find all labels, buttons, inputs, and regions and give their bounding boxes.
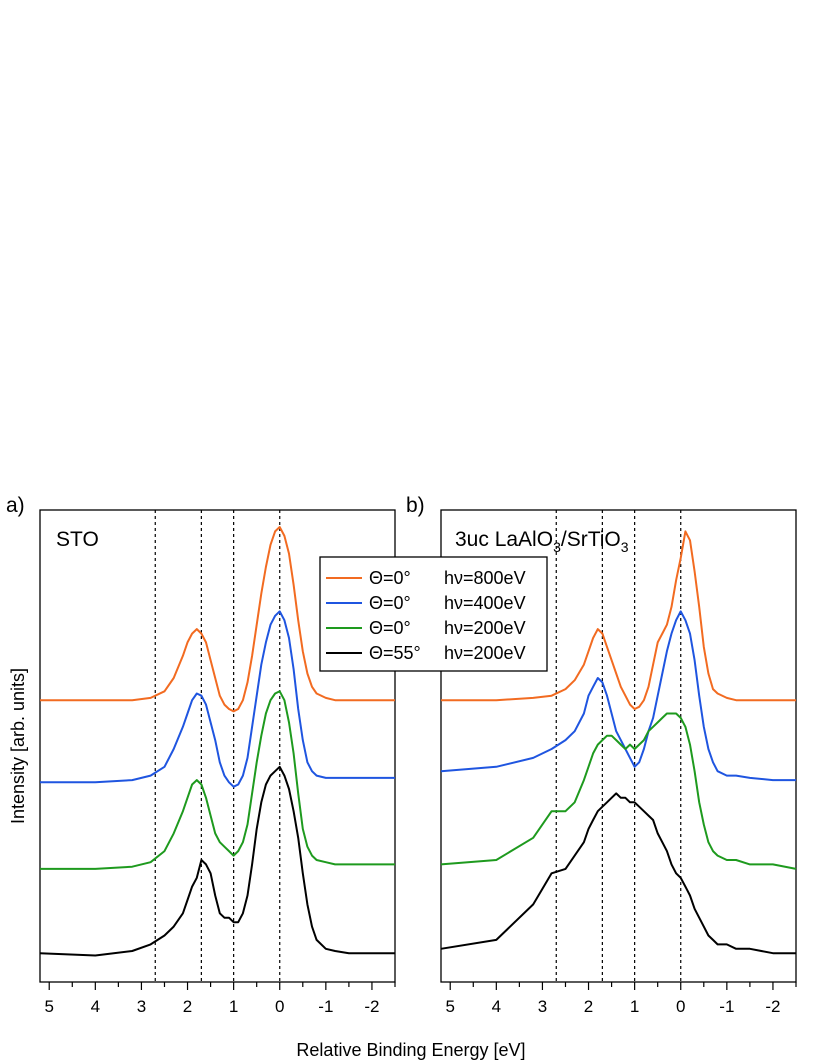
x-tick-label: 2	[183, 997, 192, 1016]
panel-b-reference-lines	[555, 510, 682, 982]
panel-b: 5 4 3 2 1 0 -1 -2 b) 3uc LaAlO3/SrTiO3	[406, 494, 797, 1016]
panel-b-letter: b)	[406, 494, 425, 517]
x-tick-label: 2	[584, 997, 593, 1016]
legend-angle: Θ=0°	[369, 593, 411, 613]
x-axis-label: Relative Binding Energy [eV]	[296, 1040, 525, 1060]
series-line-panel-a	[39, 765, 395, 957]
panel-a-title: STO	[56, 528, 99, 551]
x-tick-label: -2	[765, 997, 780, 1016]
legend-energy: hν=800eV	[444, 568, 526, 588]
series-line-panel-b	[441, 530, 796, 710]
legend-energy: hν=200eV	[444, 643, 526, 663]
panel-b-title-part: /SrTiO	[561, 528, 621, 551]
x-tick-label: -1	[719, 997, 734, 1016]
x-tick-label: -2	[364, 997, 379, 1016]
x-tick-label: 0	[275, 997, 284, 1016]
panel-b-frame	[440, 509, 797, 983]
x-tick-label: 1	[229, 997, 238, 1016]
panel-b-title: 3uc LaAlO3/SrTiO3	[455, 528, 629, 555]
legend-energy: hν=400eV	[444, 593, 526, 613]
panel-b-x-axis: 5 4 3 2 1 0 -1 -2	[445, 982, 797, 1016]
panel-a: 5 4 3 2 1 0 -1 -2 a) STO	[6, 494, 396, 1016]
legend: Θ=0° hν=800eV Θ=0° hν=400eV Θ=0° hν=200eV Θ=55…	[319, 556, 548, 672]
x-tick-label: 5	[44, 997, 53, 1016]
x-tick-label: 0	[676, 997, 685, 1016]
x-tick-label: 1	[630, 997, 639, 1016]
series-line-panel-a	[40, 610, 395, 788]
panel-a-reference-lines	[154, 510, 281, 982]
x-tick-label: 4	[91, 997, 100, 1016]
y-axis-label: Intensity [arb. units]	[8, 668, 28, 824]
series-line-panel-b	[440, 712, 797, 870]
panel-a-letter: a)	[6, 494, 25, 517]
x-tick-label: -1	[318, 997, 333, 1016]
panel-b-series	[440, 530, 797, 955]
x-tick-label: 3	[538, 997, 547, 1016]
series-line-panel-a	[40, 690, 395, 870]
panel-b-title-part: 3uc LaAlO	[455, 528, 553, 551]
panel-b-title-subscript: 3	[553, 539, 561, 555]
panel-b-title-subscript: 3	[621, 539, 629, 555]
x-tick-label: 4	[492, 997, 501, 1016]
legend-angle: Θ=0°	[369, 568, 411, 588]
series-line-panel-a	[40, 526, 395, 713]
series-line-panel-b	[440, 792, 796, 955]
panel-a-frame	[39, 509, 396, 983]
panel-a-series	[39, 526, 395, 957]
legend-angle: Θ=55°	[369, 643, 421, 663]
legend-energy: hν=200eV	[444, 618, 526, 638]
legend-angle: Θ=0°	[369, 618, 411, 638]
x-tick-label: 3	[137, 997, 146, 1016]
panel-a-x-axis: 5 4 3 2 1 0 -1 -2	[44, 982, 396, 1016]
x-tick-label: 5	[445, 997, 454, 1016]
